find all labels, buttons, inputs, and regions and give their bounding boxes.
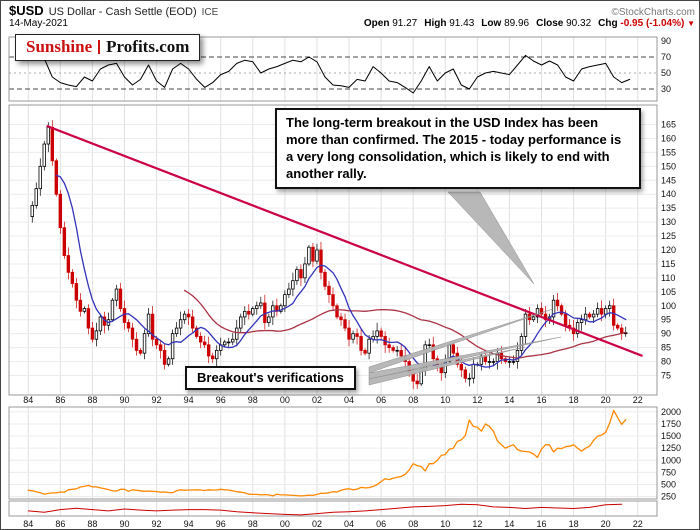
exchange-label: ICE [201,7,219,18]
open-value: 91.27 [392,18,418,29]
svg-text:100: 100 [661,301,676,311]
svg-text:98: 98 [248,395,258,405]
svg-text:250: 250 [661,492,676,502]
svg-text:125: 125 [661,231,676,241]
svg-text:750: 750 [661,467,676,477]
svg-text:80: 80 [661,357,671,367]
svg-text:06: 06 [376,519,386,529]
svg-text:04: 04 [344,395,354,405]
annotation-breakout-verifications: Breakout's verifications [185,366,356,390]
svg-text:06: 06 [376,395,386,405]
svg-text:1750: 1750 [661,419,681,429]
chg-label: Chg [598,18,618,29]
svg-text:50: 50 [661,68,671,78]
svg-text:90: 90 [119,395,129,405]
svg-text:135: 135 [661,203,676,213]
svg-text:90: 90 [661,36,671,46]
svg-text:30: 30 [661,84,671,94]
svg-text:18: 18 [569,395,579,405]
svg-text:10: 10 [440,395,450,405]
svg-text:08: 08 [408,519,418,529]
svg-text:92: 92 [152,395,162,405]
svg-text:96: 96 [216,395,226,405]
svg-text:12: 12 [472,519,482,529]
high-label: High [424,18,447,29]
svg-text:00: 00 [280,519,290,529]
svg-text:02: 02 [312,395,322,405]
svg-text:94: 94 [184,395,194,405]
logo-part-profits: Profits.com [106,37,190,56]
svg-text:90: 90 [119,519,129,529]
svg-text:150: 150 [661,161,676,171]
svg-text:115: 115 [661,259,675,269]
svg-text:98: 98 [248,519,258,529]
svg-text:500: 500 [661,479,676,489]
svg-text:130: 130 [661,217,676,227]
svg-text:00: 00 [280,395,290,405]
svg-text:08: 08 [408,395,418,405]
svg-text:16: 16 [537,395,547,405]
sunshine-profits-logo: Sunshine Profits.com [15,34,201,61]
logo-part-sunshine: Sunshine [26,37,93,56]
ticker-symbol: $USD [9,3,44,18]
low-label: Low [481,18,502,29]
svg-text:110: 110 [661,273,675,283]
svg-text:145: 145 [661,175,676,185]
svg-text:84: 84 [23,519,33,529]
ohlc-quote: Open 91.27 High 91.43 Low 89.96 Close 90… [364,18,695,29]
svg-text:165: 165 [661,120,676,130]
chart-header: $USD US Dollar - Cash Settle (EOD) ICE ©… [9,3,695,18]
svg-text:1500: 1500 [661,431,681,441]
svg-text:2000: 2000 [661,407,681,417]
stockcharts-credit: ©StockCharts.com [611,7,695,18]
svg-text:14: 14 [504,395,514,405]
svg-text:10: 10 [440,519,450,529]
svg-text:16: 16 [537,519,547,529]
svg-text:160: 160 [661,133,676,143]
chart-title: US Dollar - Cash Settle (EOD) [48,6,197,18]
svg-text:20: 20 [601,519,611,529]
svg-text:94: 94 [184,519,194,529]
svg-text:95: 95 [661,315,671,325]
svg-text:86: 86 [55,519,65,529]
svg-text:155: 155 [661,147,676,157]
svg-text:88: 88 [87,395,97,405]
svg-text:85: 85 [661,343,671,353]
svg-text:105: 105 [661,287,676,297]
svg-text:86: 86 [55,395,65,405]
svg-text:90: 90 [661,329,671,339]
close-label: Close [536,18,564,29]
svg-text:12: 12 [472,395,482,405]
chg-value: -0.95 (-1.04%) [620,18,685,29]
svg-text:75: 75 [661,370,671,380]
svg-text:120: 120 [661,245,676,255]
svg-text:14: 14 [504,519,514,529]
svg-text:18: 18 [569,519,579,529]
open-label: Open [363,18,390,29]
svg-text:70: 70 [661,52,671,62]
svg-text:92: 92 [152,519,162,529]
low-value: 89.96 [504,18,530,29]
svg-text:96: 96 [216,519,226,529]
logo-divider [98,40,101,54]
svg-text:22: 22 [633,395,643,405]
svg-text:88: 88 [87,519,97,529]
chart-date: 14-May-2021 [9,18,68,29]
svg-text:84: 84 [23,395,33,405]
high-value: 91.43 [449,18,475,29]
quote-line: 14-May-2021 Open 91.27 High 91.43 Low 89… [9,18,695,29]
annotation-long-term-breakout: The long-term breakout in the USD Index … [275,108,641,189]
svg-text:20: 20 [601,395,611,405]
svg-text:02: 02 [312,519,322,529]
svg-text:140: 140 [661,189,676,199]
svg-text:22: 22 [633,519,643,529]
down-arrow-icon: ▼ [687,19,695,28]
svg-text:1250: 1250 [661,443,681,453]
close-value: 90.32 [566,18,592,29]
svg-text:1000: 1000 [661,455,681,465]
svg-text:04: 04 [344,519,354,529]
